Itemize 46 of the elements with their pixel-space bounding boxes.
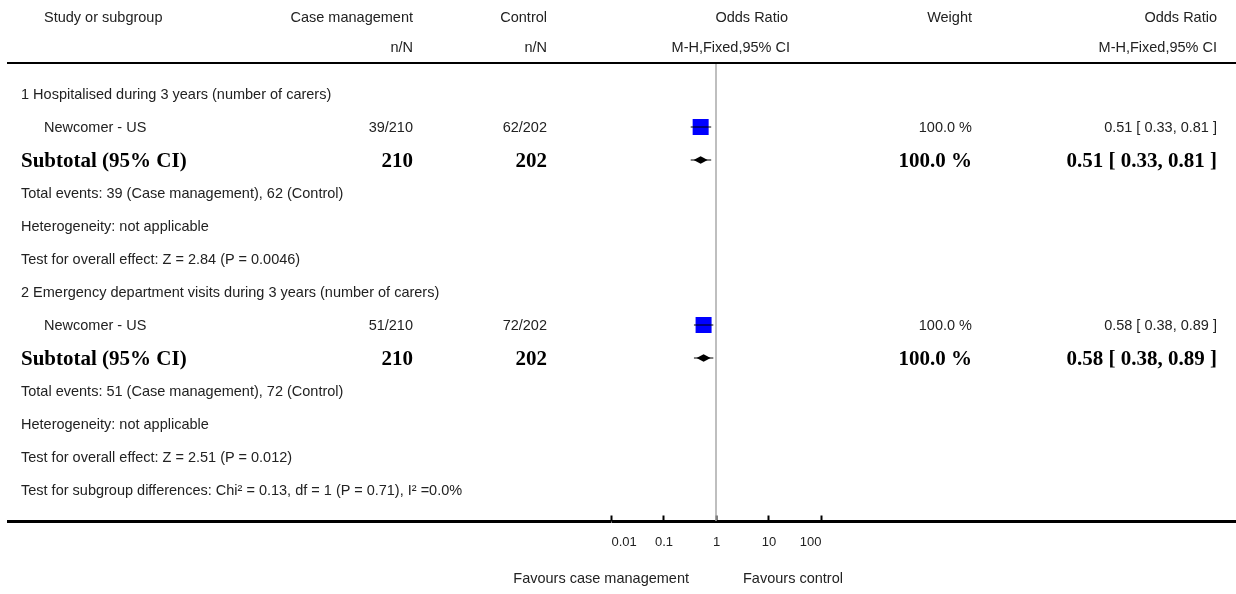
text: Odds Ratio — [1144, 8, 1217, 25]
category-label: Test for subgroup differences: Chi² = 0.13, df = 1 (P = 0.71), I² =0.0% — [21, 481, 463, 498]
text: 210 — [381, 345, 413, 370]
text: 210 — [381, 147, 413, 172]
data-label: 0.58 [ 0.38, 0.89 ] — [1104, 316, 1217, 333]
text: n/N — [390, 38, 413, 55]
text: M-H,Fixed,95% CI — [671, 38, 790, 55]
x-tick-label: 1 — [712, 533, 721, 549]
text: M-H,Fixed,95% CI — [1098, 38, 1217, 55]
category-label: Total events: 51 (Case management), 72 (Control) — [21, 382, 344, 399]
category-label: 1 Hospitalised during 3 years (number of carers) — [21, 85, 332, 102]
text: 100.0 % — [898, 345, 972, 370]
text: Control — [500, 8, 547, 25]
category-label: Heterogeneity: not applicable — [21, 415, 209, 432]
category-label: Heterogeneity: not applicable — [21, 217, 209, 234]
category-label: Test for overall effect: Z = 2.51 (P = 0.012) — [21, 448, 293, 465]
text: Study or subgroup — [44, 8, 163, 25]
x-tick-label: 10 — [761, 533, 777, 549]
text: 100.0 % — [898, 147, 972, 172]
category-label: Newcomer - US — [44, 118, 147, 135]
data-label: 0.51 [ 0.33, 0.81 ] — [1104, 118, 1217, 135]
text: Weight — [927, 8, 972, 25]
category-label: Test for overall effect: Z = 2.84 (P = 0.0046) — [21, 250, 301, 267]
x-tick-label: 0.1 — [654, 533, 674, 549]
x-tick-label: 0.01 — [611, 533, 637, 549]
text: 202 — [515, 345, 547, 370]
text: 100.0 % — [918, 118, 972, 135]
category-label: Subtotal (95% CI) — [21, 147, 187, 172]
text: 0.58 [ 0.38, 0.89 ] — [1066, 345, 1217, 370]
text: 100.0 % — [918, 316, 972, 333]
x-tick-label: 100 — [799, 533, 822, 549]
text: 202 — [515, 147, 547, 172]
text: Favours case management — [513, 569, 689, 586]
category-label: 2 Emergency department visits during 3 years (number of carers) — [21, 283, 440, 300]
text: Case management — [290, 8, 413, 25]
text: 72/202 — [502, 316, 547, 333]
category-label: Subtotal (95% CI) — [21, 345, 187, 370]
text: 62/202 — [502, 118, 547, 135]
category-label: Total events: 39 (Case management), 62 (Control) — [21, 184, 344, 201]
text: 39/210 — [368, 118, 413, 135]
text: 51/210 — [368, 316, 413, 333]
category-label: Newcomer - US — [44, 316, 147, 333]
text: Odds Ratio — [715, 8, 788, 25]
text: Favours control — [743, 569, 843, 586]
text: 0.51 [ 0.33, 0.81 ] — [1066, 147, 1217, 172]
text: n/N — [524, 38, 547, 55]
